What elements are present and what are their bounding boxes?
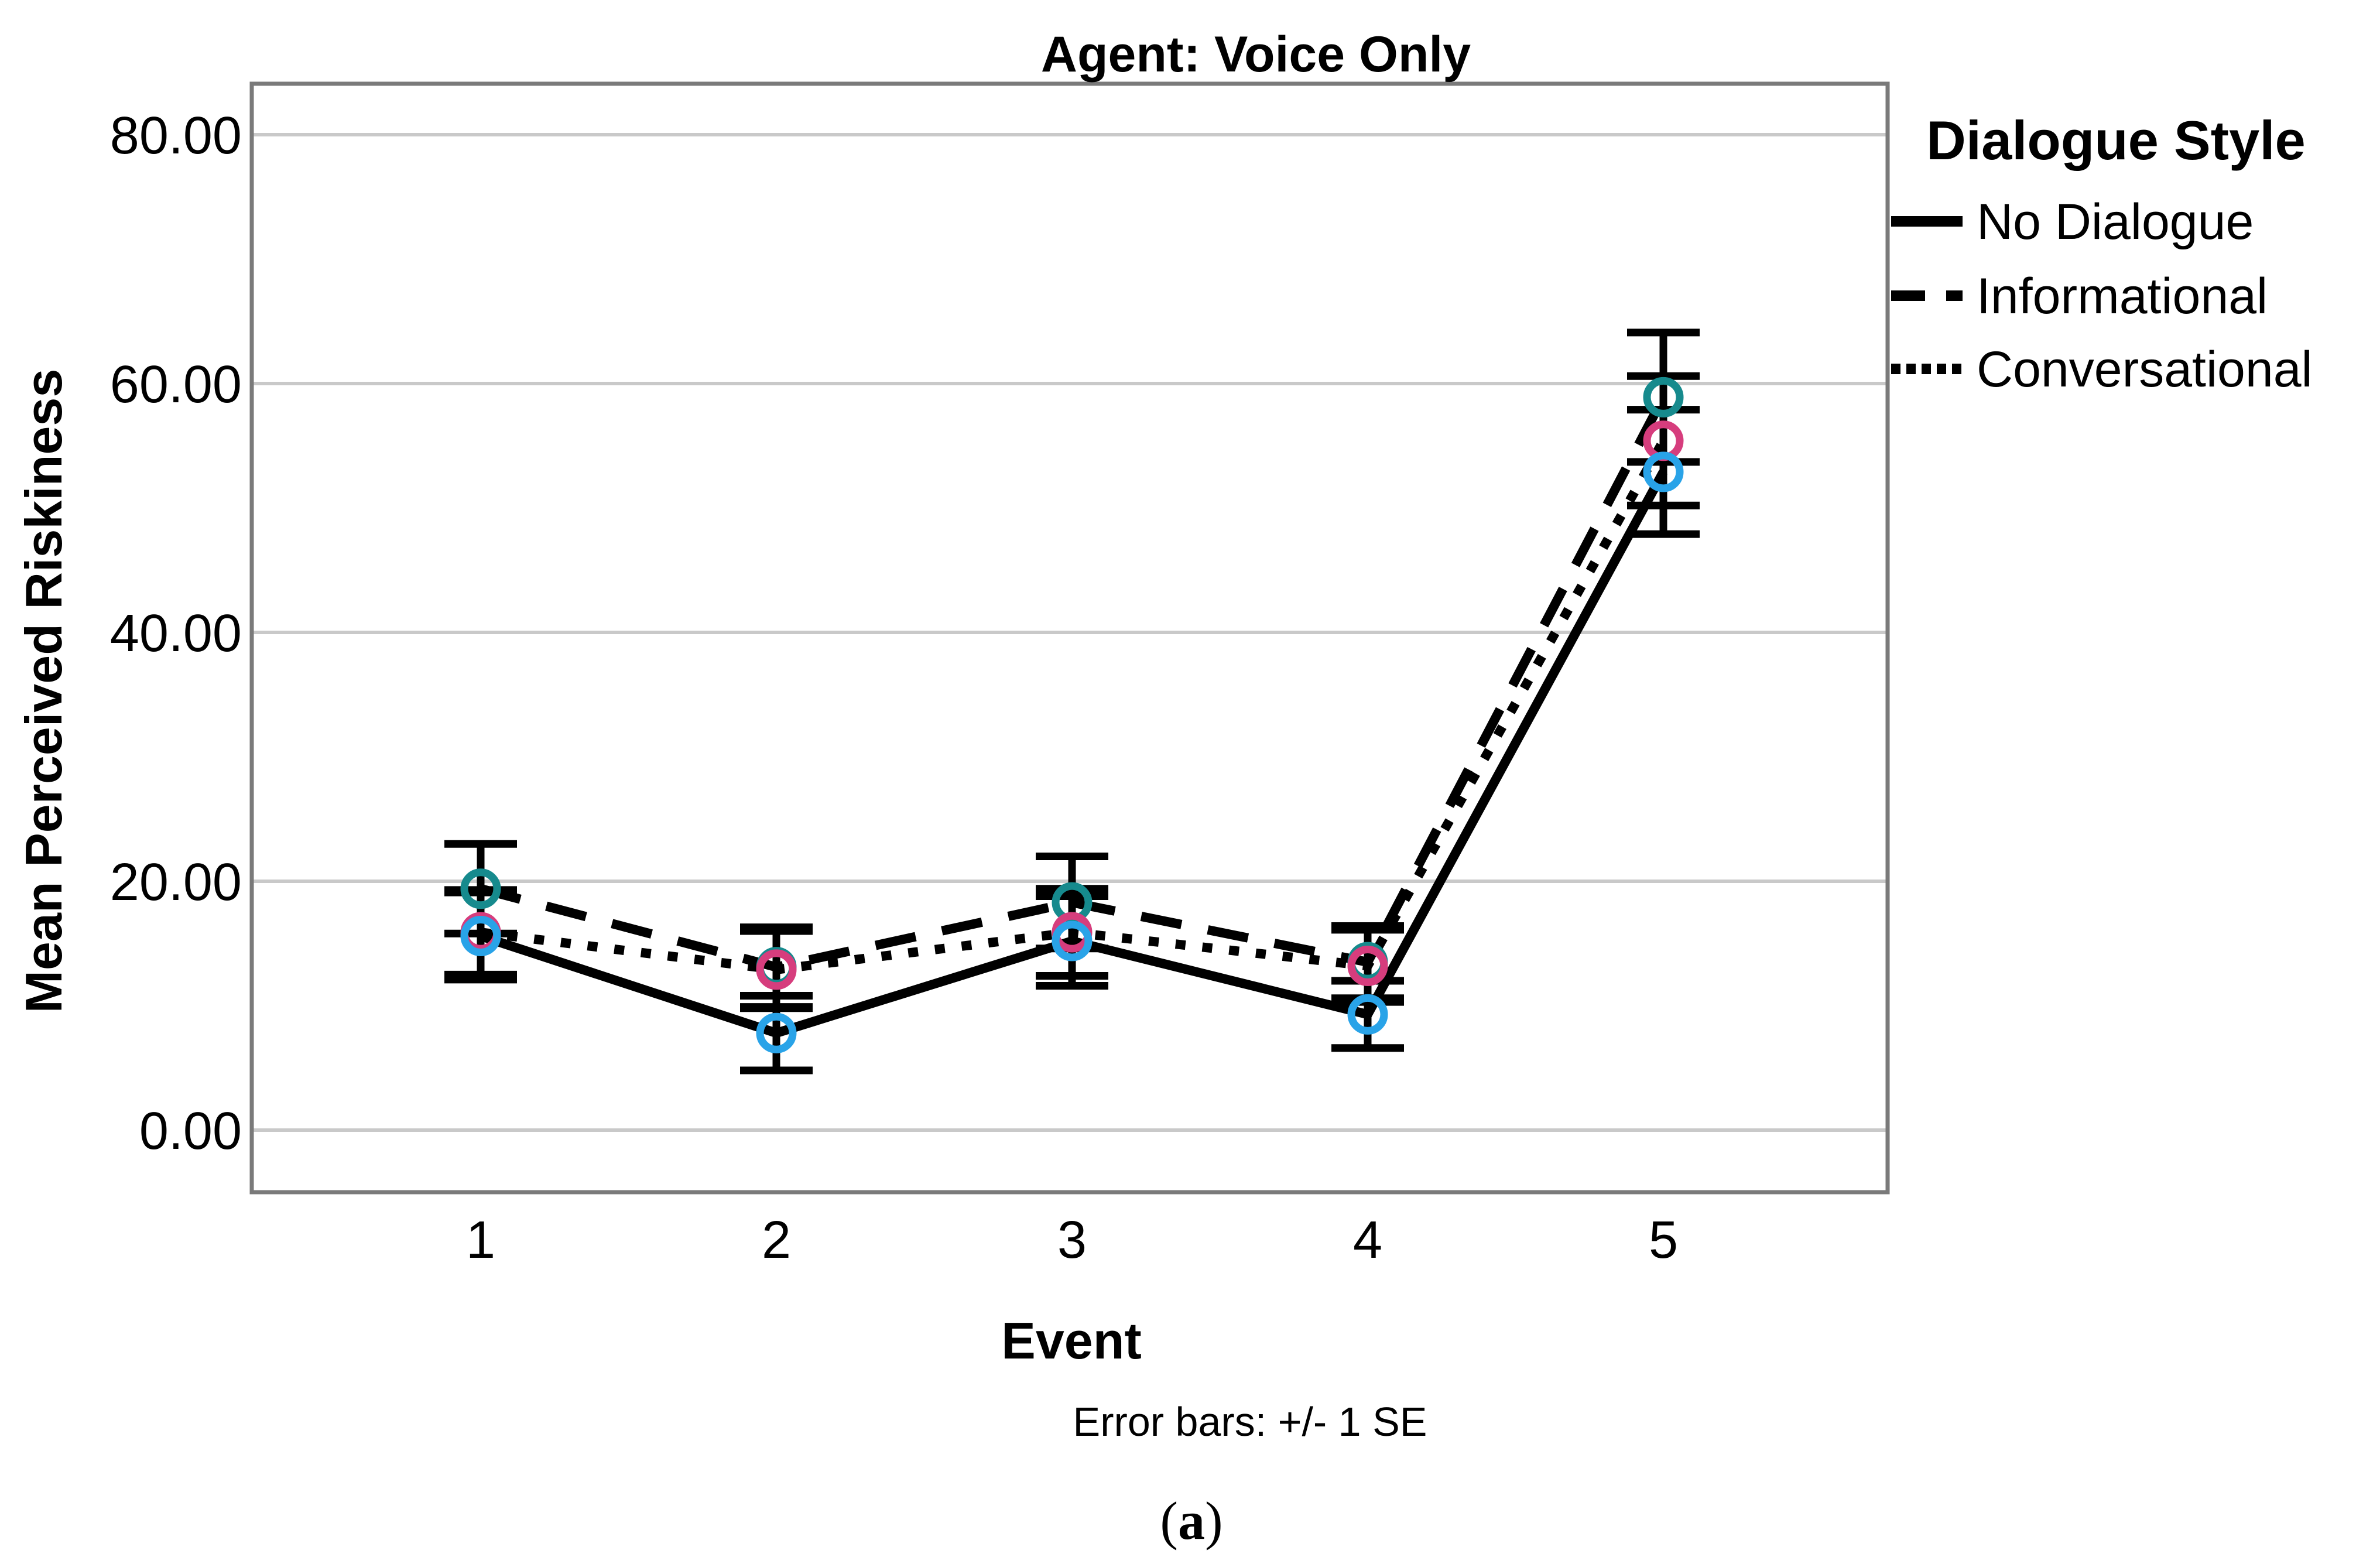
error-bar-footnote: Error bars: +/- 1 SE [1073, 1399, 1427, 1445]
marker-no-dialogue-event-5 [1643, 451, 1684, 492]
y-tick-label-40: 40.00 [110, 604, 242, 663]
legend-title: Dialogue Style [1926, 109, 2306, 171]
legend-item-informational: Informational [1891, 268, 2268, 324]
legend-label: Informational [1977, 268, 2268, 324]
y-tick-label-0: 0.00 [139, 1102, 242, 1161]
legend-label: No Dialogue [1977, 194, 2254, 250]
legend-item-no-dialogue: No Dialogue [1891, 194, 2254, 250]
legend-label: Conversational [1977, 341, 2313, 398]
marker-conversational-event-2 [756, 949, 797, 990]
error-bar-conversational-event-5 [1627, 372, 1700, 509]
marker-no-dialogue-event-4 [1347, 994, 1388, 1035]
legend-item-conversational: Conversational [1891, 341, 2313, 398]
marker-no-dialogue-event-3 [1052, 920, 1093, 961]
x-tick-label-2: 2 [762, 1211, 791, 1269]
x-tick-label-1: 1 [466, 1211, 495, 1269]
y-tick-label-80: 80.00 [110, 107, 242, 165]
marker-informational-event-1 [460, 868, 501, 909]
plot-frame [249, 81, 1890, 1195]
y-axis-title: Mean Perceived Riskiness [15, 369, 73, 1014]
series-line-conversational [480, 438, 1667, 974]
marker-informational-event-5 [1643, 377, 1684, 418]
marker-no-dialogue-event-1 [460, 916, 501, 956]
x-tick-label-4: 4 [1353, 1211, 1382, 1269]
figure-caption: (a) [1160, 1491, 1222, 1551]
marker-conversational-event-4 [1347, 946, 1388, 986]
chart-title: Agent: Voice Only [1041, 26, 1471, 83]
marker-no-dialogue-event-2 [756, 1012, 797, 1053]
x-tick-label-5: 5 [1649, 1211, 1678, 1269]
y-tick-label-60: 60.00 [110, 355, 242, 414]
series-line-informational [479, 395, 1668, 972]
x-axis-title: Event [1001, 1312, 1142, 1370]
x-tick-label-3: 3 [1057, 1211, 1087, 1269]
y-tick-label-20: 20.00 [110, 853, 242, 912]
legend: Dialogue Style No Dialogue Informational Co… [1891, 109, 2313, 398]
series-line-no-dialogue [479, 470, 1668, 1038]
